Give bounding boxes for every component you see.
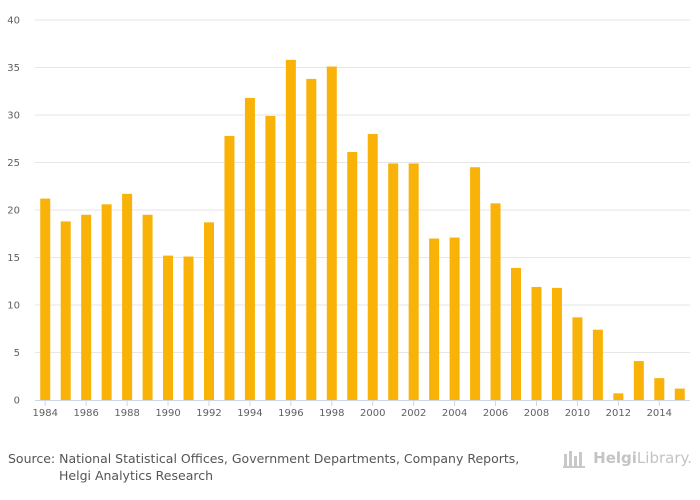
- bar-2007: [511, 267, 522, 400]
- y-tick-label: 5: [14, 348, 20, 359]
- bar-2011: [592, 329, 603, 400]
- x-tick-label: 1992: [196, 408, 221, 419]
- x-tick-label: 2006: [483, 408, 508, 419]
- bar-2002: [408, 163, 419, 400]
- x-tick-label: 2012: [606, 408, 631, 419]
- bar-2006: [490, 203, 501, 400]
- bar-1998: [326, 66, 337, 401]
- bar-2005: [470, 167, 481, 400]
- bar-1986: [81, 214, 92, 400]
- library-icon: [563, 451, 586, 468]
- bar-1991: [183, 256, 194, 400]
- y-tick-label: 15: [7, 253, 20, 264]
- y-tick-label: 0: [14, 396, 20, 407]
- y-tick-label: 40: [7, 16, 20, 27]
- bar-1985: [60, 221, 71, 400]
- x-tick-label: 1990: [155, 408, 180, 419]
- y-tick-label: 30: [7, 111, 20, 122]
- x-tick-label: 1986: [73, 408, 98, 419]
- x-tick-label: 2014: [647, 408, 672, 419]
- y-tick-label: 25: [7, 158, 20, 169]
- x-tick-label: 2004: [442, 408, 467, 419]
- x-tick-label: 1988: [114, 408, 139, 419]
- bar-2014: [654, 378, 665, 400]
- x-tick-label: 1998: [319, 408, 344, 419]
- bar-1987: [101, 204, 112, 400]
- bar-1992: [203, 222, 214, 400]
- bar-1999: [347, 152, 358, 400]
- bar-1995: [265, 115, 276, 400]
- x-tick-label: 1994: [237, 408, 262, 419]
- bar-2015: [674, 388, 685, 400]
- bar-2012: [613, 393, 624, 400]
- bar-2004: [449, 237, 460, 400]
- y-tick-label: 20: [7, 206, 20, 217]
- bar-2000: [367, 134, 378, 400]
- bar-2001: [388, 163, 399, 400]
- y-tick-label: 35: [7, 63, 20, 74]
- x-tick-label: 2000: [360, 408, 385, 419]
- bar-2008: [531, 286, 542, 400]
- bar-1994: [244, 97, 255, 401]
- bar-1984: [40, 198, 51, 400]
- y-tick-label: 10: [7, 301, 20, 312]
- source-note: Source: National Statistical Offices, Go…: [8, 450, 519, 484]
- helgi-library-logo: Helgi Library.: [563, 448, 692, 468]
- bar-2013: [633, 361, 644, 400]
- x-axis-ticks: 1984 1986 1988 1990 1992 1994 1996 1998 2000 2002…: [33, 400, 672, 419]
- grid-lines: [35, 19, 690, 353]
- y-axis-ticks: 0 5 10 15 20 25 30 35 40: [7, 16, 20, 407]
- bar-1988: [122, 193, 133, 400]
- bar-1993: [224, 135, 235, 400]
- bar-1996: [285, 59, 296, 401]
- x-tick-label: 2008: [524, 408, 549, 419]
- x-tick-label: 2002: [401, 408, 426, 419]
- bar-1990: [163, 255, 174, 400]
- bar-chart: 0 5 10 15 20 25 30 35 40 1984 1986 1988 1990 1992 199…: [7, 16, 690, 419]
- bar-1989: [142, 214, 153, 400]
- x-tick-label: 1996: [278, 408, 303, 419]
- bar-2003: [429, 238, 440, 400]
- bar-1997: [306, 78, 317, 401]
- source-line-1: Source: National Statistical Offices, Go…: [8, 451, 520, 466]
- source-line-2: Helgi Analytics Research: [59, 468, 214, 483]
- bar-2010: [572, 317, 583, 400]
- bars: [40, 59, 685, 401]
- bar-2009: [551, 287, 562, 400]
- x-tick-label: 2010: [565, 408, 590, 419]
- x-tick-label: 1984: [33, 408, 58, 419]
- logo-text-light: Library.: [636, 449, 692, 467]
- logo-text-bold: Helgi: [593, 449, 637, 467]
